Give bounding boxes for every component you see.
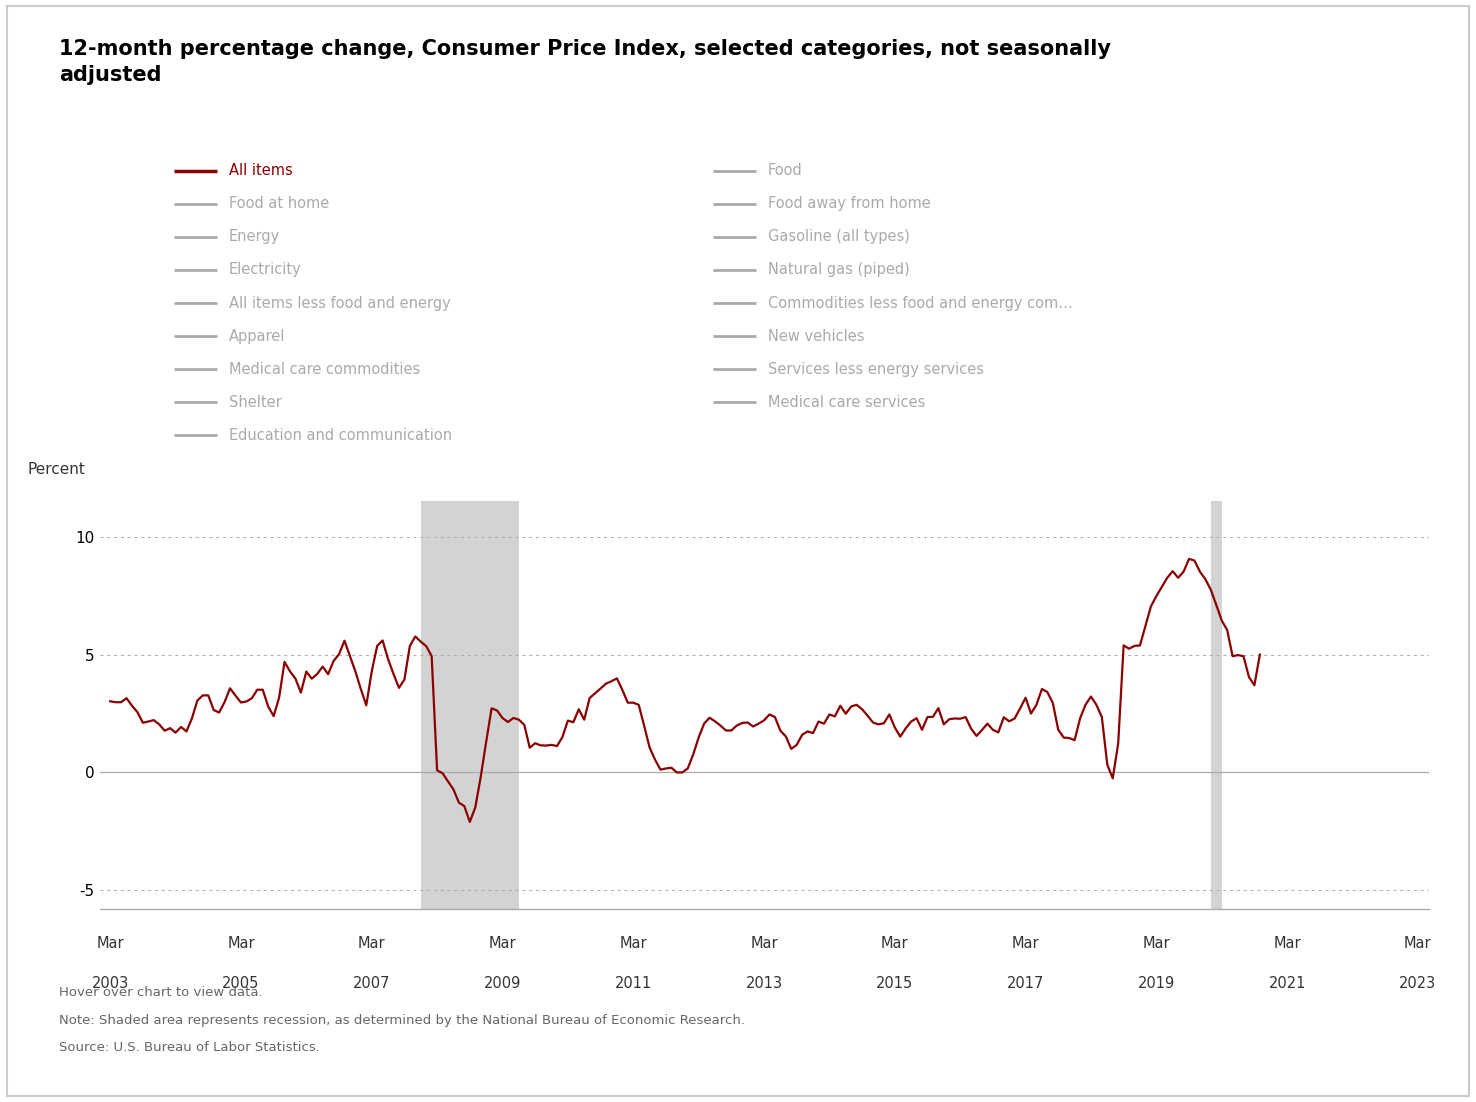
Text: Mar: Mar	[1274, 936, 1300, 951]
Bar	[1210, 501, 1222, 909]
Text: Mar: Mar	[227, 936, 255, 951]
Text: 2021: 2021	[1268, 976, 1306, 992]
Text: Shelter: Shelter	[229, 395, 282, 410]
Text: Food at home: Food at home	[229, 196, 329, 212]
Text: Mar: Mar	[881, 936, 909, 951]
Text: Education and communication: Education and communication	[229, 428, 452, 443]
Text: Energy: Energy	[229, 229, 280, 245]
Text: Mar: Mar	[489, 936, 517, 951]
Text: 2013: 2013	[745, 976, 782, 992]
Text: 2015: 2015	[877, 976, 914, 992]
Text: Apparel: Apparel	[229, 328, 285, 344]
Text: Electricity: Electricity	[229, 262, 301, 278]
Text: Hover over chart to view data.: Hover over chart to view data.	[59, 986, 263, 1000]
Text: Percent: Percent	[27, 462, 86, 477]
Bar	[421, 501, 520, 909]
Text: 2019: 2019	[1138, 976, 1175, 992]
Text: Food away from home: Food away from home	[768, 196, 930, 212]
Text: Commodities less food and energy com…: Commodities less food and energy com…	[768, 295, 1072, 311]
Text: Mar: Mar	[96, 936, 124, 951]
Text: 2017: 2017	[1007, 976, 1044, 992]
Text: Note: Shaded area represents recession, as determined by the National Bureau of : Note: Shaded area represents recession, …	[59, 1014, 745, 1027]
Text: Food: Food	[768, 163, 803, 179]
Text: 2023: 2023	[1399, 976, 1436, 992]
Text: 2003: 2003	[92, 976, 128, 992]
Text: All items: All items	[229, 163, 292, 179]
Text: 2011: 2011	[614, 976, 652, 992]
Text: Source: U.S. Bureau of Labor Statistics.: Source: U.S. Bureau of Labor Statistics.	[59, 1041, 320, 1055]
Text: Medical care services: Medical care services	[768, 395, 925, 410]
Text: 2007: 2007	[353, 976, 391, 992]
Text: Gasoline (all types): Gasoline (all types)	[768, 229, 909, 245]
Text: 2005: 2005	[223, 976, 260, 992]
Text: Mar: Mar	[357, 936, 385, 951]
Text: New vehicles: New vehicles	[768, 328, 863, 344]
Text: Services less energy services: Services less energy services	[768, 361, 983, 377]
Text: 12-month percentage change, Consumer Price Index, selected categories, not seaso: 12-month percentage change, Consumer Pri…	[59, 39, 1111, 85]
Text: Mar: Mar	[1011, 936, 1039, 951]
Text: Mar: Mar	[1142, 936, 1170, 951]
Text: All items less food and energy: All items less food and energy	[229, 295, 450, 311]
Text: Mar: Mar	[750, 936, 778, 951]
Text: 2009: 2009	[484, 976, 521, 992]
Text: Mar: Mar	[620, 936, 646, 951]
Text: Medical care commodities: Medical care commodities	[229, 361, 421, 377]
Text: Mar: Mar	[1404, 936, 1432, 951]
Text: Natural gas (piped): Natural gas (piped)	[768, 262, 909, 278]
